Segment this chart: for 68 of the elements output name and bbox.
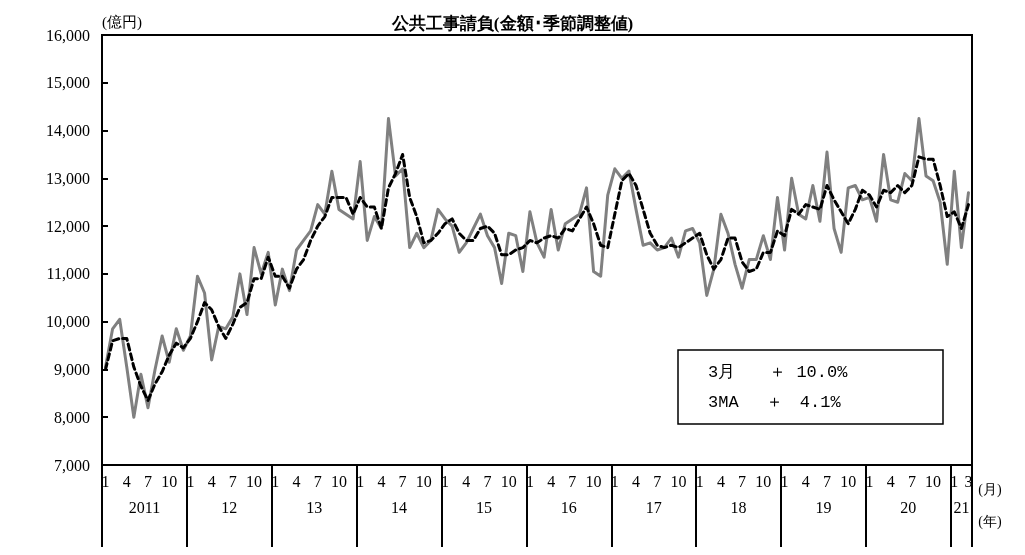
x-tick-label: 10 [585,472,602,490]
x-tick-label: 4 [292,472,301,490]
chart-title: 公共工事請負(金額･季節調整値) [390,14,634,33]
y-tick-label: 14,000 [46,122,90,140]
x-tick-label: 1 [101,472,110,490]
x-tick-label: 1 [695,472,704,490]
x-tick-label: 1 [525,472,534,490]
x-tick-label: 4 [377,472,386,490]
y-tick-label: 15,000 [46,74,90,92]
x-tick-label: 1 [186,472,195,490]
x-tick-label: 10 [330,472,347,490]
text: 18 [730,498,747,516]
x-tick-label: 10 [161,472,178,490]
x-tick-label: 4 [547,472,556,490]
text: 19 [815,498,832,516]
x-tick-label: 10 [500,472,517,490]
x-tick-label: 10 [755,472,772,490]
text: 17 [645,498,662,516]
text: 15 [475,498,492,516]
text: 16 [560,498,577,516]
y-tick-label: 8,000 [54,408,90,426]
x-tick-label: 7 [907,472,916,490]
text: 14 [391,498,408,516]
y-tick-label: 9,000 [54,360,90,378]
y-tick-label: 7,000 [54,456,90,474]
text: 12 [221,498,238,516]
x-tick-label: 1 [441,472,450,490]
x-tick-label: 7 [823,472,831,490]
line-series [104,117,970,419]
x-tick-label: 7 [568,472,577,490]
x-tick-label: 10 [925,472,942,490]
x-tick-label: 10 [840,472,857,490]
x-tick-label: 4 [632,472,641,490]
text: 13 [306,498,323,516]
x-tick-label: 7 [143,472,152,490]
x-tick-label: 7 [313,472,322,490]
annotation: 3MA ＋ 4.1% [708,392,842,412]
x-tick-label: 4 [462,472,471,490]
y-axis-title: (億円) [102,13,142,31]
y-tick-label: 16,000 [46,26,90,44]
x-tick-label: 1 [780,472,789,490]
x-tick-label: 4 [207,472,216,490]
x-tick-label: 7 [483,472,492,490]
x-tick-label: 4 [801,472,810,490]
y-tick-label: 13,000 [46,169,90,187]
text: 2011 [128,498,161,516]
y-tick-label: 12,000 [46,217,90,235]
x-tick-label: 4 [886,472,895,490]
x-tick-label: 1 [356,472,365,490]
x-tick-label: 1 [610,472,619,490]
annotation: 3月 ＋ 10.0% [708,362,849,382]
x-tick-label: 4 [716,472,725,490]
x-tick-label: 1 [950,472,959,490]
text: (月) (年) [978,481,1002,529]
x-tick-label: 7 [653,472,662,490]
x-tick-label: 7 [738,472,747,490]
x-tick-label: 7 [228,472,237,490]
x-tick-label: 7 [398,472,407,490]
y-tick-label: 10,000 [46,313,90,331]
text: 21 [953,498,970,516]
x-tick-label: 10 [670,472,687,490]
text: 20 [900,498,917,516]
x-tick-label: 10 [415,472,432,490]
y-tick-label: 11,000 [46,265,90,283]
x-tick-label: 1 [865,472,874,490]
x-tick-label: 1 [271,472,280,490]
x-tick-label: 10 [246,472,263,490]
x-tick-label: 4 [122,472,131,490]
